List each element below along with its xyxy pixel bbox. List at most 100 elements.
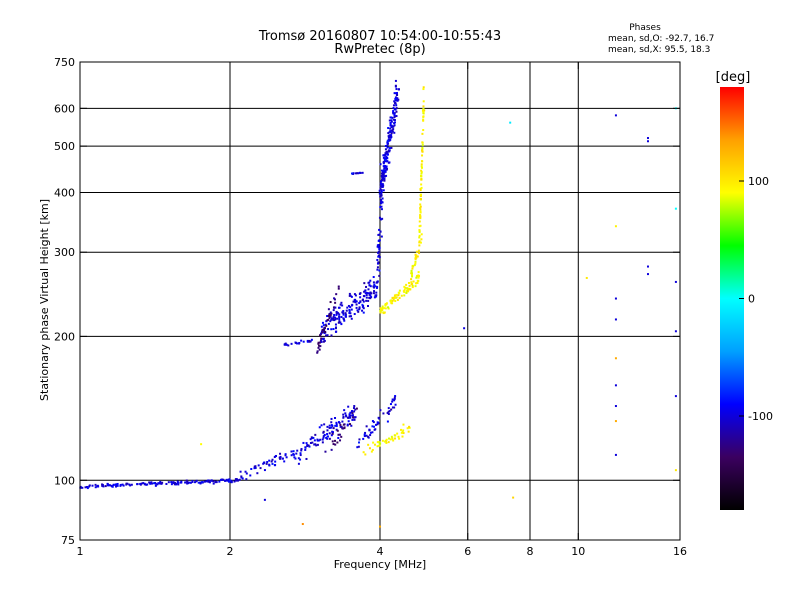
data-point	[300, 449, 303, 452]
data-point	[422, 111, 425, 114]
data-point	[381, 185, 384, 188]
data-point	[422, 129, 425, 132]
data-point	[316, 438, 319, 441]
data-point	[369, 279, 372, 282]
data-point	[359, 292, 362, 295]
data-point	[378, 216, 381, 219]
data-point	[405, 291, 408, 294]
data-point	[339, 303, 342, 306]
data-point	[378, 269, 381, 272]
data-point	[191, 480, 194, 483]
data-point	[321, 328, 324, 331]
data-point	[296, 449, 299, 452]
data-point	[391, 130, 394, 133]
data-point	[391, 125, 394, 128]
data-point	[379, 206, 382, 209]
data-point	[299, 458, 302, 461]
data-point	[330, 318, 333, 321]
data-point	[378, 228, 381, 231]
data-point	[337, 312, 340, 315]
data-point	[110, 484, 113, 487]
data-point	[268, 459, 271, 462]
data-point	[421, 132, 424, 135]
data-point	[362, 305, 365, 308]
data-point	[422, 108, 425, 111]
data-point	[323, 332, 326, 335]
data-point	[350, 317, 353, 320]
data-point	[330, 448, 333, 451]
data-point	[390, 126, 393, 129]
data-point	[411, 267, 414, 270]
data-point	[335, 421, 338, 424]
data-point	[416, 282, 419, 285]
data-point	[389, 300, 392, 303]
data-point	[394, 434, 397, 437]
data-point	[390, 132, 393, 135]
data-point	[380, 183, 383, 186]
data-point	[287, 344, 290, 347]
data-point	[419, 208, 422, 211]
data-point	[388, 147, 391, 150]
data-point	[318, 341, 321, 344]
data-point	[341, 304, 344, 307]
data-point	[106, 483, 109, 486]
data-point	[328, 432, 331, 435]
data-point	[384, 160, 387, 163]
data-point	[340, 315, 343, 318]
data-point	[378, 189, 381, 192]
data-point	[392, 439, 395, 442]
data-point	[614, 297, 617, 300]
data-point	[299, 454, 302, 457]
data-point	[326, 437, 329, 440]
data-point	[324, 330, 327, 333]
data-point	[382, 169, 385, 172]
data-point	[376, 262, 379, 265]
data-point	[403, 285, 406, 288]
data-point	[344, 312, 347, 315]
data-point	[351, 418, 354, 421]
data-point	[388, 131, 391, 134]
data-point	[348, 310, 351, 313]
data-point	[382, 154, 385, 157]
data-point	[396, 97, 399, 100]
data-point	[319, 438, 322, 441]
data-point	[403, 288, 406, 291]
data-point	[413, 264, 416, 267]
data-point	[379, 195, 382, 198]
data-point	[290, 450, 293, 453]
data-point	[379, 230, 382, 233]
data-point	[365, 285, 368, 288]
data-point	[274, 454, 277, 457]
data-point	[387, 150, 390, 153]
data-point	[348, 312, 351, 315]
data-point	[387, 413, 390, 416]
data-point	[386, 139, 389, 142]
data-point	[390, 116, 393, 119]
data-point	[357, 172, 360, 175]
data-point	[271, 462, 274, 465]
data-point	[381, 305, 384, 308]
data-point	[379, 442, 382, 445]
data-point	[409, 288, 412, 291]
data-point	[419, 189, 422, 192]
data-point	[410, 272, 413, 275]
data-point	[334, 417, 337, 420]
data-point	[379, 185, 382, 188]
data-point	[422, 88, 425, 91]
data-point	[411, 284, 414, 287]
data-point	[372, 281, 375, 284]
colorbar-tick-label: 0	[748, 293, 755, 306]
data-point	[393, 116, 396, 119]
x-tick-label: 1	[77, 545, 84, 558]
data-point	[420, 171, 423, 174]
data-point	[614, 318, 617, 321]
data-point	[396, 432, 399, 435]
data-point	[197, 481, 200, 484]
phases-o-stats: mean, sd,O: -92.7, 16.7	[608, 34, 714, 44]
data-point	[156, 483, 159, 486]
data-point	[382, 184, 385, 187]
data-point	[343, 409, 346, 412]
data-point	[354, 408, 357, 411]
data-point	[332, 318, 335, 321]
data-point	[407, 430, 410, 433]
